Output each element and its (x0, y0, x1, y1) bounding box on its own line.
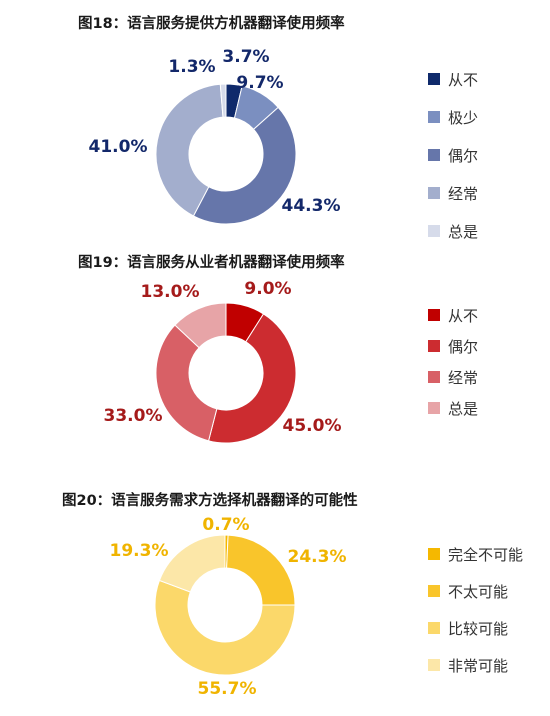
donut-slice-3 (154, 579, 296, 676)
legend-item: 比较可能 (428, 619, 523, 656)
donut-chart: 3.7% 9.7% 44.3% 41.0% 1.3% (89, 47, 341, 225)
chart-title: 图20：语言服务需求方选择机器翻译的可能性 (62, 493, 358, 509)
legend-swatch (428, 547, 440, 560)
donut-slice-4 (155, 83, 224, 217)
legend-swatch (428, 308, 440, 321)
legend-label: 极少 (448, 109, 479, 127)
legend-label: 偶尔 (448, 147, 479, 165)
legend-item: 总是 (428, 222, 478, 260)
legend-item: 偶尔 (428, 337, 478, 368)
legend-label: 比较可能 (448, 620, 509, 638)
chart-panel-practitioner: 图19：语言服务从业者机器翻译使用频率 9.0% 45.0% 33.0% 13.0% … (0, 245, 550, 480)
donut-slice-2 (207, 313, 297, 444)
legend-item: 完全不可能 (428, 545, 523, 582)
donut-chart: 9.0% 45.0% 33.0% 13.0% (104, 279, 342, 444)
legend-swatch (428, 110, 440, 123)
data-label: 41.0% (89, 137, 148, 157)
chart-title: 图18：语言服务提供方机器翻译使用频率 (78, 16, 345, 32)
legend-item: 不太可能 (428, 582, 523, 619)
data-label: 1.3% (168, 57, 215, 77)
legend-item: 偶尔 (428, 146, 478, 184)
donut-slice-4 (174, 302, 227, 349)
data-label: 44.3% (282, 196, 341, 216)
legend-swatch (428, 72, 440, 85)
legend-label: 偶尔 (448, 338, 479, 356)
legend-label: 总是 (448, 400, 479, 418)
legend: 从不 偶尔 经常 总是 (428, 306, 478, 430)
donut-chart: 0.7% 24.3% 55.7% 19.3% (110, 515, 347, 699)
data-label: 13.0% (141, 282, 200, 302)
legend-swatch (428, 224, 440, 237)
chart-panel-provider: 图18：语言服务提供方机器翻译使用频率 3.7% 9.7% 44.3% 41.0% 1.… (0, 0, 550, 245)
legend-label: 从不 (448, 71, 479, 89)
legend-item: 从不 (428, 70, 478, 108)
donut-slice-3 (155, 324, 218, 442)
legend-label: 总是 (448, 223, 479, 241)
chart-panel-client: 图20：语言服务需求方选择机器翻译的可能性 0.7% 24.3% 55.7% 19.3… (0, 480, 550, 716)
data-label: 55.7% (198, 679, 257, 699)
donut-slice-2 (226, 534, 296, 606)
legend-item: 从不 (428, 306, 478, 337)
data-label: 9.0% (244, 279, 291, 299)
legend-swatch (428, 339, 440, 352)
chart-title: 图19：语言服务从业者机器翻译使用频率 (78, 255, 345, 271)
legend-swatch (428, 148, 440, 161)
legend-swatch (428, 621, 440, 634)
legend-label: 不太可能 (448, 583, 509, 601)
data-label: 19.3% (110, 541, 169, 561)
legend-item: 极少 (428, 108, 478, 146)
data-label: 0.7% (202, 515, 249, 535)
legend-swatch (428, 658, 440, 671)
data-label: 24.3% (288, 547, 347, 567)
donut-slice-5 (219, 83, 227, 118)
legend-swatch (428, 401, 440, 414)
data-label: 3.7% (222, 47, 269, 67)
legend-label: 经常 (448, 185, 479, 203)
legend: 从不极少偶尔经常总是 (428, 70, 478, 260)
donut-slice-3 (192, 106, 297, 225)
legend-item: 经常 (428, 184, 478, 222)
legend-label: 经常 (448, 369, 479, 387)
legend-swatch (428, 584, 440, 597)
legend-label: 非常可能 (448, 657, 509, 675)
donut-slice-4 (158, 534, 226, 593)
legend-item: 经常 (428, 368, 478, 399)
legend-item: 非常可能 (428, 656, 523, 693)
legend-label: 从不 (448, 307, 479, 325)
legend-item: 总是 (428, 399, 478, 430)
legend-swatch (428, 186, 440, 199)
data-label: 45.0% (283, 416, 342, 436)
data-label: 9.7% (236, 73, 283, 93)
legend-swatch (428, 370, 440, 383)
data-label: 33.0% (104, 406, 163, 426)
legend: 完全不可能不太可能比较可能非常可能 (428, 545, 523, 693)
legend-label: 完全不可能 (448, 546, 524, 564)
